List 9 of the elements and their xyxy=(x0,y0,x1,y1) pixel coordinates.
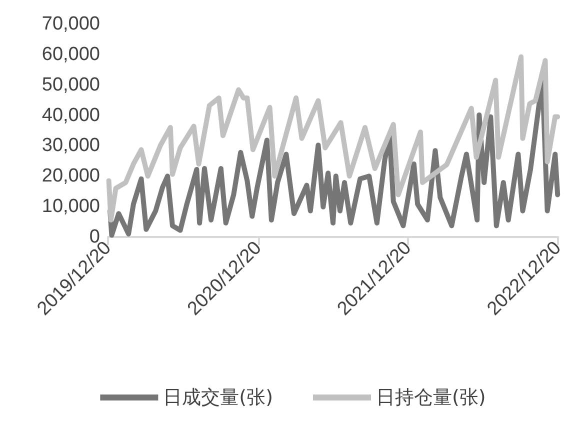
y-tick-label: 10,000 xyxy=(42,196,100,218)
y-tick-label: 20,000 xyxy=(42,166,100,187)
legend-label: 日持仓量(张) xyxy=(376,386,486,408)
y-tick-label: 50,000 xyxy=(42,74,100,96)
y-tick-label: 30,000 xyxy=(42,135,100,156)
y-tick-label: 40,000 xyxy=(42,104,100,126)
y-tick-label: 70,000 xyxy=(42,14,100,34)
y-tick-label: 60,000 xyxy=(42,44,100,65)
legend-label: 日成交量(张) xyxy=(163,386,274,408)
